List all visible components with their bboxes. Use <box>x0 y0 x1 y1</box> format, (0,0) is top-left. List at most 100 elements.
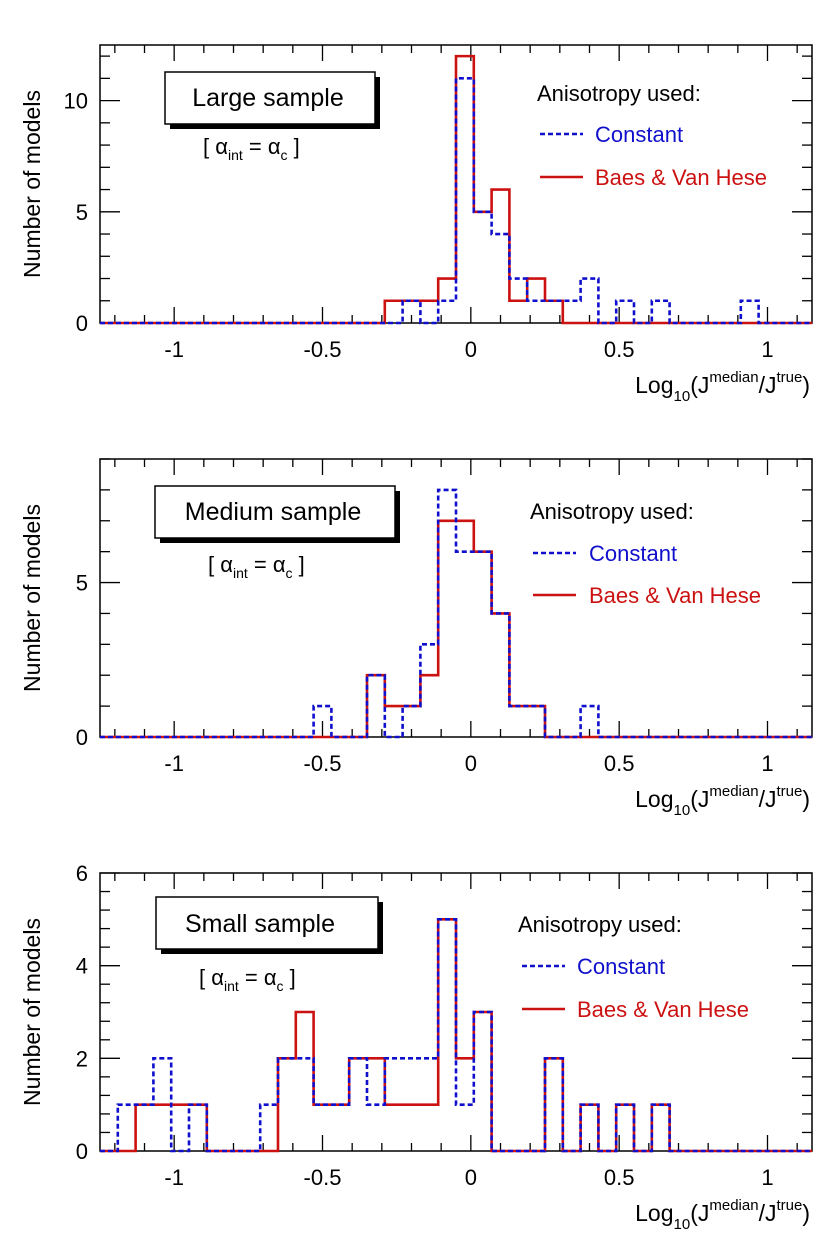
subtitle-close: ] <box>288 134 300 159</box>
series-baes-van-hese-histogram <box>100 519 812 739</box>
plot-frame <box>99 458 813 738</box>
subtitle-close: ] <box>284 965 296 990</box>
x-tick-label: -1 <box>164 337 184 362</box>
panel-title: Large sample <box>192 84 343 112</box>
plot-frame <box>99 872 813 1152</box>
series-constant-histogram <box>100 488 812 739</box>
legend: Anisotropy used: Constant Baes & Van Hese <box>518 912 749 1022</box>
x-label-close: ) <box>802 372 810 398</box>
legend-label-baes: Baes & Van Hese <box>589 583 761 608</box>
y-tick-label: 2 <box>76 1046 88 1071</box>
panel-title: Small sample <box>185 910 335 938</box>
title-box <box>154 485 396 539</box>
subtitle-open: [ <box>203 134 215 159</box>
x-tick-label: 0 <box>465 1165 477 1190</box>
x-label-sub: 10 <box>674 802 691 819</box>
x-tick-label: 0 <box>465 751 477 776</box>
x-label-close: ) <box>802 786 810 812</box>
x-label-sup1: median <box>709 1197 758 1214</box>
subtitle-eq: = <box>243 134 268 159</box>
title-box <box>155 896 379 950</box>
x-label-log: Log <box>635 372 673 398</box>
x-tick-label: 1 <box>761 751 773 776</box>
x-label-j1: (J <box>690 372 709 398</box>
series-baes-van-hese-histogram <box>100 918 812 1153</box>
y-tick-label: 0 <box>76 725 88 750</box>
subtitle-eq: = <box>248 552 273 577</box>
y-axis-label: Number of models <box>19 90 45 278</box>
x-tick-label: 0.5 <box>604 337 635 362</box>
y-tick-label: 5 <box>76 200 88 225</box>
y-tick-label: 4 <box>76 954 88 979</box>
legend: Anisotropy used: Constant Baes & Van Hese <box>530 499 761 608</box>
y-tick-label: 10 <box>64 89 88 114</box>
legend-header: Anisotropy used: <box>537 81 701 106</box>
x-label-slash: /J <box>759 1200 777 1226</box>
y-tick-label: 5 <box>76 571 88 596</box>
x-tick-label: 0.5 <box>604 1165 635 1190</box>
plot-frame <box>99 44 813 324</box>
legend-label-constant: Constant <box>595 122 683 147</box>
x-label-log: Log <box>635 786 673 812</box>
x-tick-label: -1 <box>164 1165 184 1190</box>
subtitle-open: [ <box>208 552 220 577</box>
y-tick-label: 6 <box>76 861 88 886</box>
x-tick-label: 0.5 <box>604 751 635 776</box>
subtitle-sub-int: int <box>228 147 243 163</box>
legend-label-constant: Constant <box>577 954 665 979</box>
y-axis-label: Number of models <box>19 918 45 1106</box>
x-label-j1: (J <box>690 786 709 812</box>
x-tick-label: 1 <box>761 337 773 362</box>
subtitle-eq: = <box>239 965 264 990</box>
x-tick-label: -0.5 <box>304 751 342 776</box>
legend-label-constant: Constant <box>589 541 677 566</box>
y-tick-label: 0 <box>76 1139 88 1164</box>
x-tick-label: -0.5 <box>304 1165 342 1190</box>
x-axis-label: Log10(Jmedian/Jtrue) <box>635 783 810 819</box>
subtitle-sub-c: c <box>286 565 293 581</box>
x-label-close: ) <box>802 1200 810 1226</box>
panel-subtitle: [ αint = αc ] <box>203 134 300 163</box>
subtitle-alpha: α <box>220 552 233 577</box>
subtitle-alpha-2: α <box>268 134 281 159</box>
x-label-sub: 10 <box>674 1216 691 1233</box>
x-label-slash: /J <box>759 372 777 398</box>
x-label-sub: 10 <box>674 388 691 405</box>
x-tick-label: 0 <box>465 337 477 362</box>
subtitle-alpha-2: α <box>264 965 277 990</box>
panel-subtitle: [ αint = αc ] <box>199 965 296 994</box>
y-tick-label: 0 <box>76 311 88 336</box>
subtitle-sub-c: c <box>281 147 288 163</box>
subtitle-sub-int: int <box>233 565 248 581</box>
x-label-sup2: true <box>776 369 802 386</box>
subtitle-alpha: α <box>215 134 228 159</box>
subtitle-alpha-2: α <box>273 552 286 577</box>
x-label-sup1: median <box>709 783 758 800</box>
x-label-j1: (J <box>690 1200 709 1226</box>
x-axis-label: Log10(Jmedian/Jtrue) <box>635 1197 810 1233</box>
subtitle-close: ] <box>293 552 305 577</box>
x-tick-label: -0.5 <box>304 337 342 362</box>
x-label-sup1: median <box>709 369 758 386</box>
title-box <box>164 71 376 125</box>
legend: Anisotropy used: Constant Baes & Van Hese <box>537 81 767 190</box>
x-label-sup2: true <box>776 783 802 800</box>
legend-label-baes: Baes & Van Hese <box>577 997 749 1022</box>
subtitle-alpha: α <box>211 965 224 990</box>
y-axis-label: Number of models <box>19 504 45 692</box>
series-constant-histogram <box>100 918 812 1153</box>
x-label-sup2: true <box>776 1197 802 1214</box>
panel-subtitle: [ αint = αc ] <box>208 552 305 581</box>
x-tick-label: 1 <box>761 1165 773 1190</box>
x-label-log: Log <box>635 1200 673 1226</box>
x-axis-label: Log10(Jmedian/Jtrue) <box>635 369 810 405</box>
x-label-slash: /J <box>759 786 777 812</box>
subtitle-open: [ <box>199 965 211 990</box>
series-constant-histogram <box>100 77 812 325</box>
subtitle-sub-c: c <box>277 978 284 994</box>
x-tick-label: -1 <box>164 751 184 776</box>
panel-title: Medium sample <box>185 498 361 526</box>
